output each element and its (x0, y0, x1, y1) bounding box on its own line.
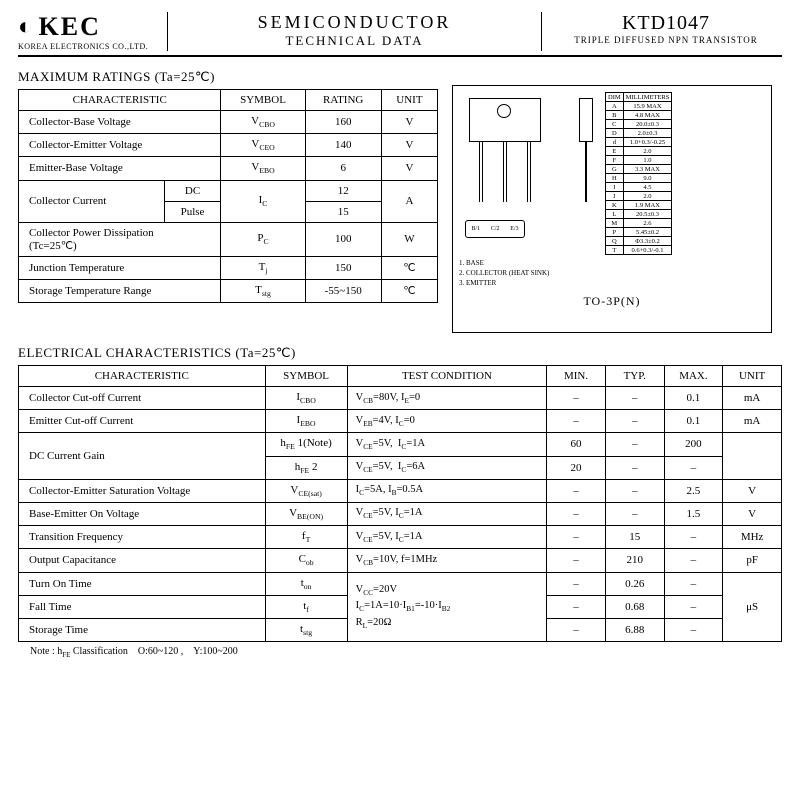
dimensions-table: DIMMILLIMETERS A15.9 MAXB4.8 MAXC20.0±0.… (605, 92, 672, 255)
table-row: Collector-Emitter Voltage (19, 134, 221, 157)
electrical-table: CHARACTERISTIC SYMBOL TEST CONDITION MIN… (18, 365, 782, 642)
table-row: Collector Cut-off Current (19, 387, 266, 410)
ratings-h-sym: SYMBOL (221, 90, 305, 111)
table-row: Transition Frequency (19, 526, 266, 549)
table-row: Base-Emitter On Voltage (19, 502, 266, 525)
table-row: Collector-Base Voltage (19, 111, 221, 134)
datasheet-header: ◐ KEC KOREA ELECTRONICS CO.,LTD. SEMICON… (18, 12, 782, 57)
table-row: Junction Temperature (19, 256, 221, 279)
header-logo-block: ◐ KEC KOREA ELECTRONICS CO.,LTD. (18, 12, 168, 51)
header-part-block: KTD1047 TRIPLE DIFFUSED NPN TRANSISTOR (542, 12, 782, 51)
logo-text: KEC (39, 12, 101, 42)
part-number: KTD1047 (550, 12, 782, 35)
ratings-title: MAXIMUM RATINGS (Ta=25℃) (18, 69, 438, 85)
logo-icon: ◐ (18, 14, 33, 41)
ratings-h-char: CHARACTERISTIC (19, 90, 221, 111)
pin-notes: 1. BASE 2. COLLECTOR (HEAT SINK) 3. EMIT… (459, 259, 765, 288)
ratings-h-rating: RATING (305, 90, 381, 111)
table-row: Output Capacitance (19, 549, 266, 572)
header-title-block: SEMICONDUCTOR TECHNICAL DATA (168, 12, 542, 51)
package-diagram: B/1C/2E/3 DIMMILLIMETERS A15.9 MAXB4.8 M… (452, 85, 772, 333)
table-row: Collector-Emitter Saturation Voltage (19, 479, 266, 502)
table-row: Fall Time (19, 595, 266, 618)
ratings-table: CHARACTERISTIC SYMBOL RATING UNIT Collec… (18, 89, 438, 303)
doc-title-1: SEMICONDUCTOR (176, 12, 533, 33)
package-name: TO-3P(N) (459, 294, 765, 309)
table-row: DC Current Gain (19, 433, 266, 479)
package-outline-icon: B/1C/2E/3 (459, 92, 599, 252)
doc-title-2: TECHNICAL DATA (176, 33, 533, 49)
table-row: Collector Current (19, 180, 165, 222)
table-row: Emitter-Base Voltage (19, 157, 221, 180)
table-row: Storage Temperature Range (19, 279, 221, 302)
ratings-h-unit: UNIT (381, 90, 437, 111)
table-row: Storage Time (19, 618, 266, 641)
elec-title: ELECTRICAL CHARACTERISTICS (Ta=25℃) (18, 345, 782, 361)
company-name: KOREA ELECTRONICS CO.,LTD. (18, 42, 159, 51)
table-row: Emitter Cut-off Current (19, 410, 266, 433)
table-row: Collector Power Dissipation (Tc=25℃) (19, 222, 221, 256)
footnote: Note : hFE Classification O:60~120 , Y:1… (18, 646, 782, 659)
table-row: Turn On Time (19, 572, 266, 595)
part-description: TRIPLE DIFFUSED NPN TRANSISTOR (550, 35, 782, 45)
